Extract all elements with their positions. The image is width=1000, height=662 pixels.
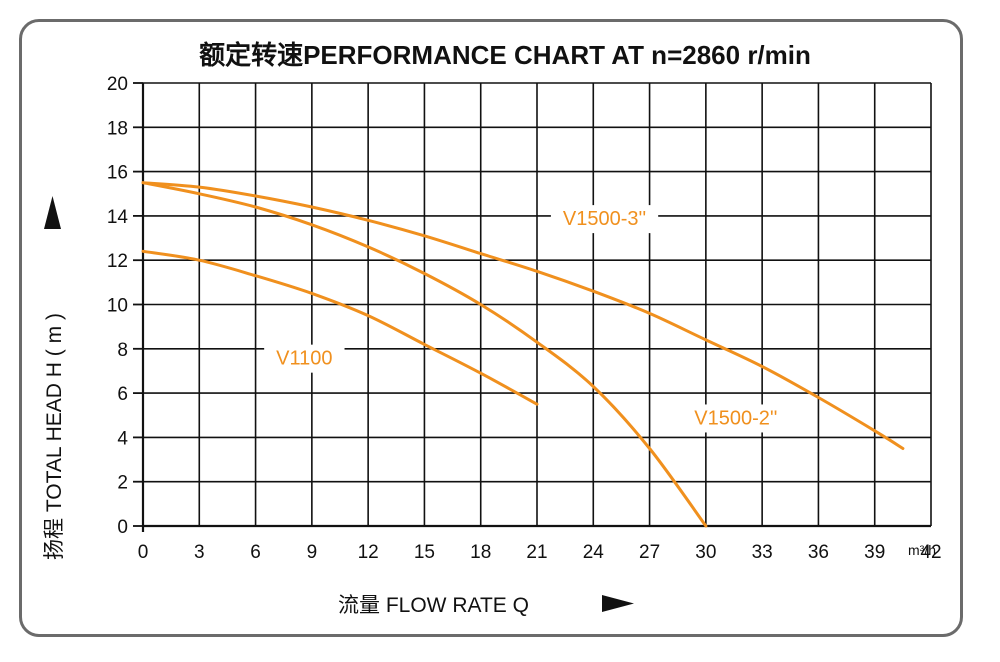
x-axis-arrow-icon	[602, 595, 634, 612]
x-tick-label: 30	[695, 542, 716, 563]
x-tick-label: 15	[414, 542, 435, 563]
x-tick-label: 9	[307, 542, 318, 563]
tick-labels: 0 3 6 9 12 15 18 21 24 27 30 33 36 39 4202468101214161…	[107, 74, 942, 563]
y-axis-label: 扬程 TOTAL HEAD H ( m )	[43, 313, 66, 560]
series-label: V1100	[264, 344, 345, 373]
x-tick-label: 42	[920, 542, 941, 563]
chart-frame	[19, 19, 963, 637]
x-axis-unit: m³/h	[908, 542, 936, 558]
x-axis-label: 流量 FLOW RATE Q	[338, 594, 529, 617]
chart-axes	[133, 82, 931, 532]
y-tick-label: 14	[107, 207, 129, 228]
series-label-background	[550, 205, 659, 234]
series-label: V1500-2''	[682, 404, 790, 433]
x-tick-label: 3	[194, 542, 205, 563]
series-labels: V1100 V1500-2'' V1500-3''	[264, 205, 790, 433]
chart-grid	[143, 82, 932, 526]
y-tick-label: 16	[107, 163, 128, 184]
series-lines	[141, 181, 905, 528]
series-line-v1500-3	[141, 181, 905, 450]
series-line-v1100	[141, 249, 539, 406]
x-tick-label: 24	[583, 542, 605, 563]
y-tick-label: 6	[117, 384, 128, 405]
x-tick-label: 33	[752, 542, 773, 563]
y-tick-label: 18	[107, 118, 128, 139]
x-tick-label: 12	[358, 542, 379, 563]
series-label-text: V1100	[276, 348, 332, 370]
y-tick-label: 4	[117, 428, 128, 449]
series-label-background	[264, 344, 345, 373]
x-tick-label: 36	[808, 542, 829, 563]
series-label: V1500-3''	[550, 205, 659, 234]
x-tick-label: 0	[138, 542, 149, 563]
x-tick-label: 27	[639, 542, 660, 563]
y-tick-label: 0	[117, 517, 128, 538]
y-tick-label: 12	[107, 251, 128, 272]
y-tick-label: 20	[107, 74, 128, 95]
y-tick-label: 8	[117, 340, 128, 361]
y-tick-label: 10	[107, 296, 128, 317]
x-tick-label: 18	[470, 542, 491, 563]
series-label-text: V1500-2''	[694, 407, 777, 429]
y-axis-arrow-icon	[44, 196, 61, 229]
chart-title: 额定转速PERFORMANCE CHART AT n=2860 r/min	[199, 40, 811, 70]
x-tick-label: 21	[526, 542, 547, 563]
series-label-background	[682, 404, 790, 433]
y-tick-label: 2	[117, 473, 128, 494]
x-tick-label: 39	[864, 542, 885, 563]
series-line-v1500-2	[141, 181, 708, 528]
x-tick-label: 6	[250, 542, 261, 563]
series-label-text: V1500-3''	[563, 208, 646, 230]
